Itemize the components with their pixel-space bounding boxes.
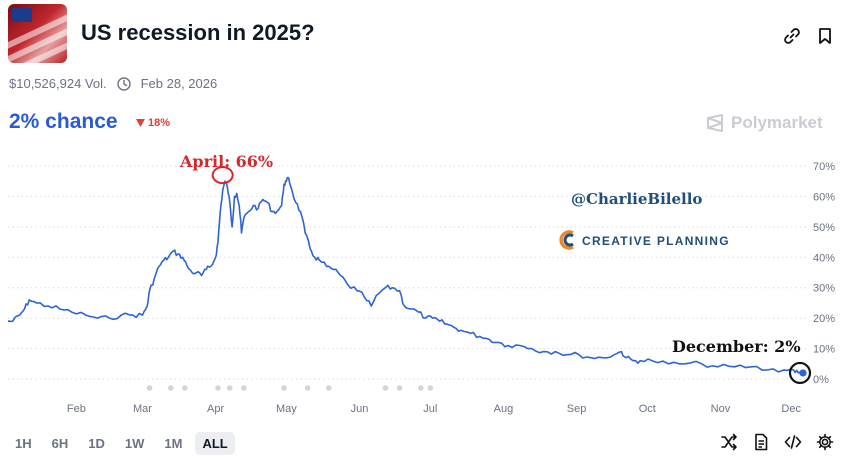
down-triangle-icon xyxy=(136,119,145,127)
event-marker-dot xyxy=(182,385,188,391)
x-tick-label: Dec xyxy=(781,403,801,415)
x-tick-label: Sep xyxy=(567,403,587,415)
y-axis-labels: 70% 60% 50% 40% 30% 20% 10% 0% xyxy=(813,161,835,386)
x-tick-label: Feb xyxy=(67,403,86,415)
april-annotation: April: 66% xyxy=(179,152,273,171)
event-marker-dot xyxy=(427,385,434,391)
timeframe-selector: 1H 6H 1D 1W 1M ALL xyxy=(8,432,235,455)
x-tick-label: Apr xyxy=(207,403,224,415)
x-tick-label: Nov xyxy=(711,403,731,415)
end-date-text: Feb 28, 2026 xyxy=(140,76,218,91)
polymarket-brand: Polymarket xyxy=(705,113,823,133)
chart-tools xyxy=(720,433,834,451)
brand-text: Polymarket xyxy=(731,113,823,132)
y-tick-label: 0% xyxy=(813,374,829,386)
change-text: 18% xyxy=(148,117,171,129)
timeframe-all[interactable]: ALL xyxy=(195,432,235,455)
chance-value: 2% chance xyxy=(9,110,118,133)
event-marker-dot xyxy=(226,385,233,391)
timeframe-6h[interactable]: 6H xyxy=(51,436,69,451)
timeframe-1d[interactable]: 1D xyxy=(88,436,105,451)
y-tick-label: 70% xyxy=(813,161,835,173)
event-marker-dot xyxy=(146,385,153,391)
embed-code-icon[interactable] xyxy=(784,433,802,451)
price-chart[interactable]: 70% 60% 50% 40% 30% 20% 10% 0% Feb Mar Apr May Jun J… xyxy=(0,150,845,420)
change-badge: 18% xyxy=(136,117,170,129)
creative-planning-logo: CREATIVE PLANNING xyxy=(559,230,730,250)
event-marker-dot xyxy=(382,385,389,391)
market-thumbnail xyxy=(8,4,67,63)
current-value-dot xyxy=(799,369,807,377)
author-handle: @CharlieBilello xyxy=(571,190,702,208)
y-tick-label: 40% xyxy=(813,252,835,264)
event-marker-dot xyxy=(326,385,332,391)
document-icon[interactable] xyxy=(752,433,770,451)
event-marker-dot xyxy=(215,385,221,391)
x-tick-label: Oct xyxy=(639,403,656,415)
x-tick-label: Aug xyxy=(494,403,514,415)
april-callout-circle xyxy=(211,166,234,185)
event-markers xyxy=(146,385,434,391)
x-axis-labels: Feb Mar Apr May Jun Jul Aug Sep Oct Nov Dec xyxy=(67,403,802,415)
gear-icon[interactable] xyxy=(816,433,834,451)
volume-text: $10,526,924 Vol. xyxy=(9,76,107,91)
event-marker-dot xyxy=(241,385,247,391)
polymarket-logo-icon xyxy=(707,114,723,132)
x-tick-label: Jul xyxy=(423,403,437,415)
x-tick-label: Mar xyxy=(133,403,152,415)
x-tick-label: Jun xyxy=(351,403,369,415)
event-marker-dot xyxy=(167,385,174,391)
x-tick-label: May xyxy=(276,403,297,415)
y-tick-label: 60% xyxy=(813,191,835,203)
sponsor-text: CREATIVE PLANNING xyxy=(582,234,730,248)
timeframe-1h[interactable]: 1H xyxy=(15,436,32,451)
market-meta: $10,526,924 Vol. Feb 28, 2026 xyxy=(9,76,217,91)
y-tick-label: 20% xyxy=(813,313,835,325)
clock-icon xyxy=(116,76,131,91)
timeframe-1w[interactable]: 1W xyxy=(124,436,145,451)
shuffle-icon[interactable] xyxy=(720,433,738,451)
y-tick-label: 10% xyxy=(813,344,835,356)
creative-planning-mark-icon xyxy=(559,230,574,250)
link-icon[interactable] xyxy=(782,26,802,46)
december-annotation: December: 2% xyxy=(672,337,801,356)
market-header: US recession in 2025? xyxy=(8,4,837,64)
event-marker-dot xyxy=(418,385,424,391)
y-tick-label: 30% xyxy=(813,283,835,295)
event-marker-dot xyxy=(281,385,287,391)
bookmark-icon[interactable] xyxy=(815,26,835,46)
probability-line xyxy=(7,176,804,374)
timeframe-1m[interactable]: 1M xyxy=(164,436,183,451)
y-tick-label: 50% xyxy=(813,222,835,234)
market-title: US recession in 2025? xyxy=(81,20,315,45)
event-marker-dot xyxy=(304,385,311,391)
december-callout-circle xyxy=(788,361,812,385)
event-marker-dot xyxy=(396,385,403,391)
